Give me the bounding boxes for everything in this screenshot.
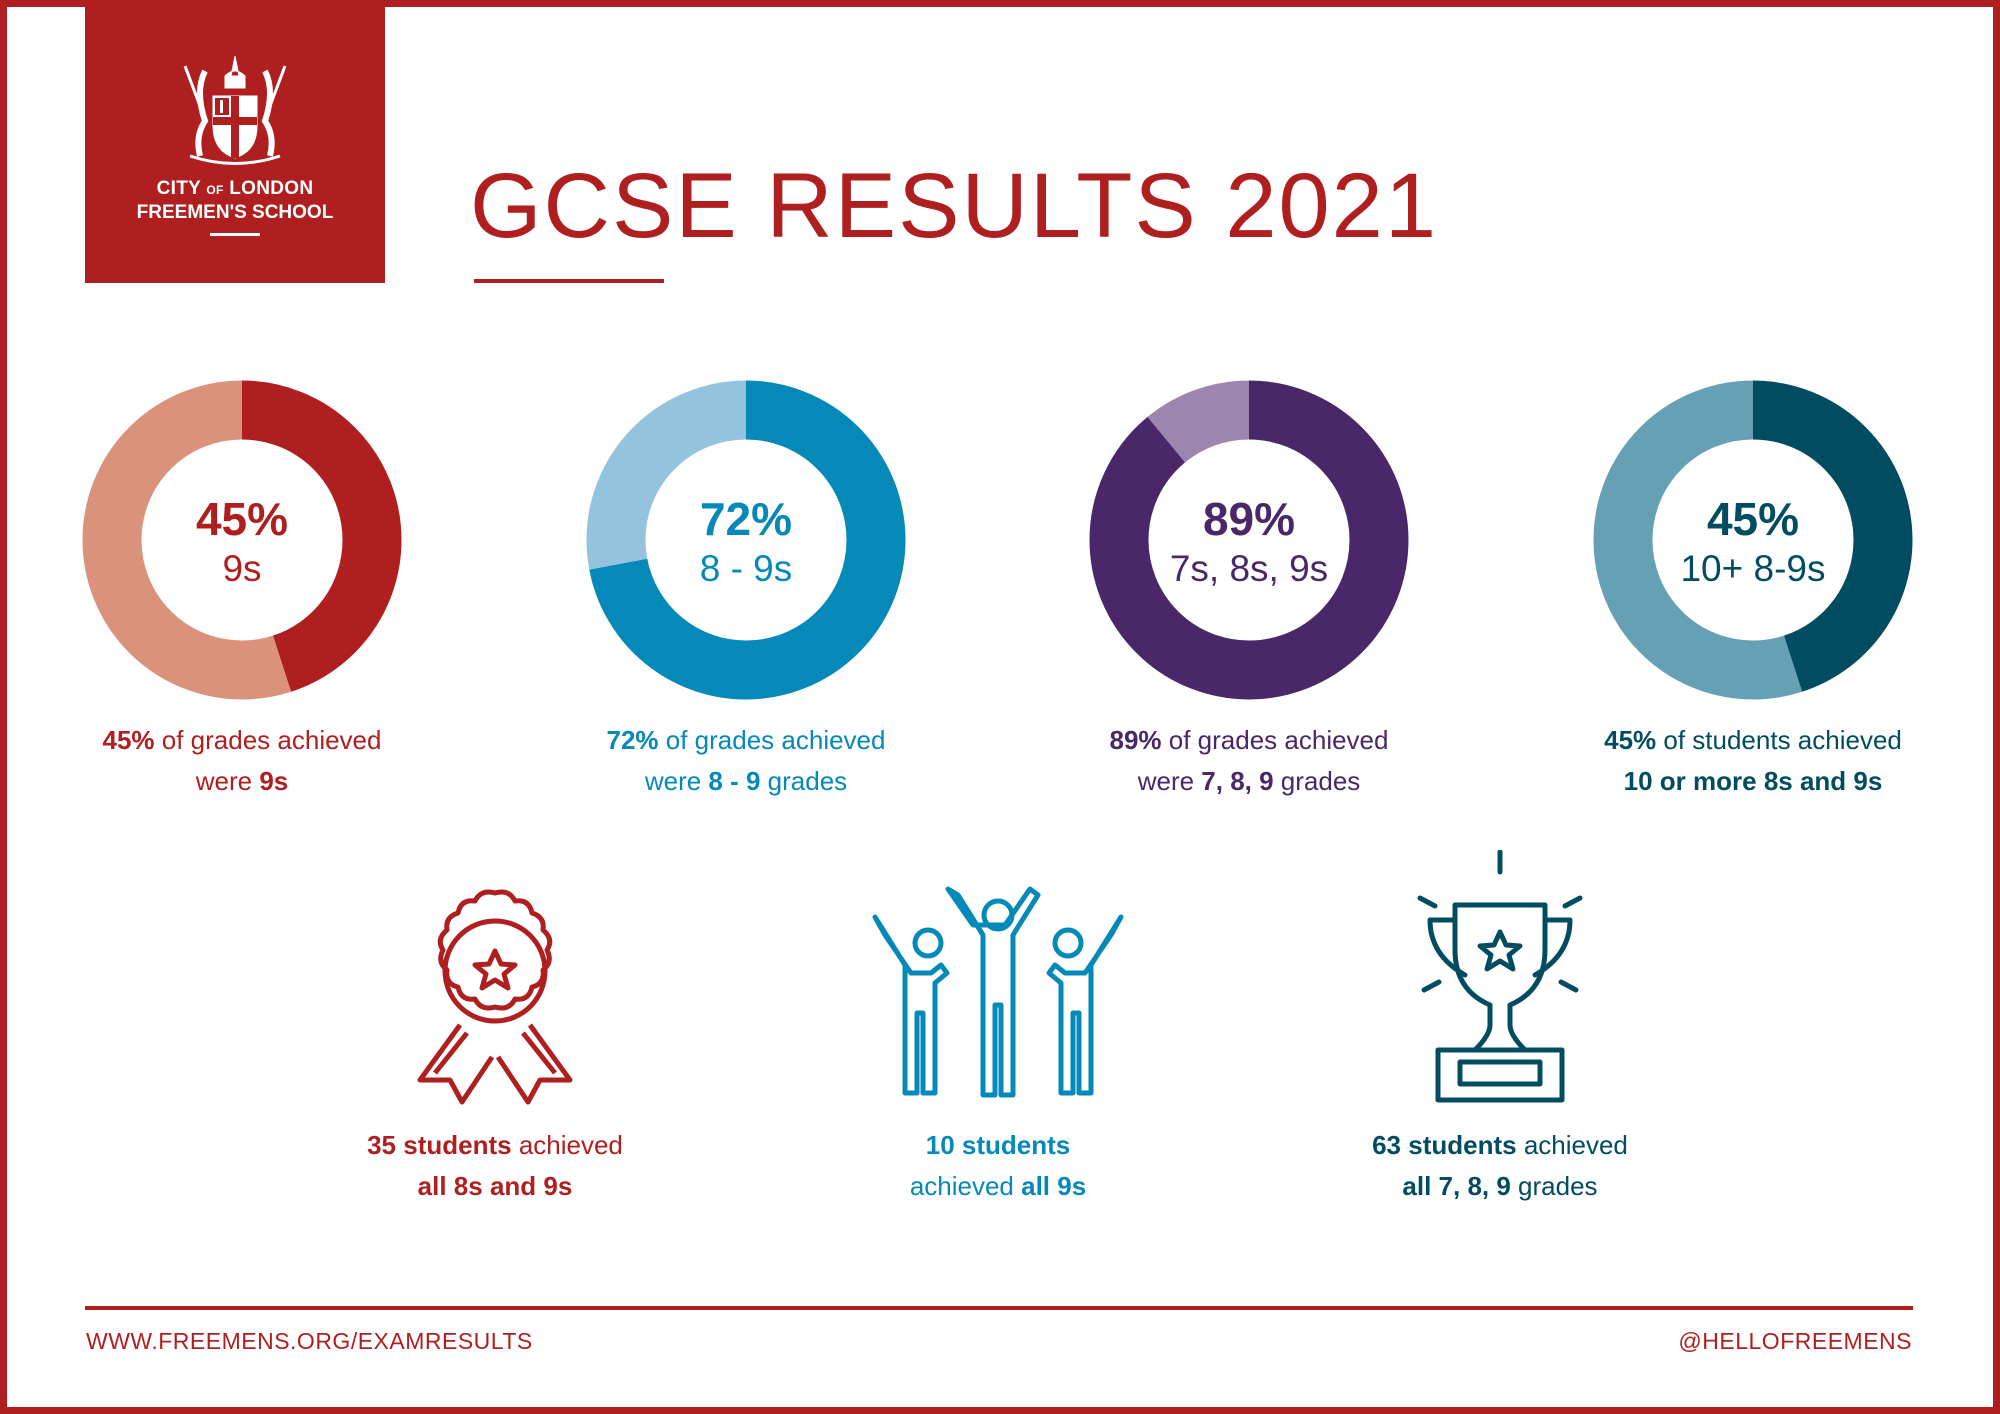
donut-svg [1089,380,1409,700]
donut-label: 8 - 9s [699,548,793,589]
donut-percent: 89% [1202,493,1296,545]
caption-text: achieved [909,1171,1022,1201]
donut-segment-remainder [586,380,906,700]
title-underline [474,279,664,283]
stat-caption-10-students: 10 students achieved all 9s [788,1125,1208,1207]
donut-percent: 45% [195,493,289,545]
trophy-icon [1417,850,1583,1103]
donut-percent: 45% [1706,493,1800,545]
caption-text: of grades achieved [658,725,886,755]
caption-text: of grades achieved [1161,725,1389,755]
caption-bold: 45% [1604,725,1657,755]
caption-bold: all 7, 8, 9 [1402,1171,1511,1201]
caption-text: grades [1510,1171,1598,1201]
caption-bold: all 8s and 9s [417,1171,573,1201]
school-logo: CITY OF LONDON FREEMEN'S SCHOOL [85,6,385,283]
caption-bold: 63 students [1372,1130,1517,1160]
logo-text-london: LONDON [229,178,314,199]
footer-social-handle[interactable]: @HELLOFREEMENS [1678,1328,1912,1354]
caption-bold: 45% [102,725,155,755]
caption-text: of grades achieved [154,725,382,755]
logo-underline [210,233,260,236]
donut-label: 10+ 8-9s [1680,548,1826,589]
caption-bold: 10 students [925,1130,1071,1160]
caption-bold: 10 or more 8s and 9s [1623,766,1883,796]
caption-bold: 7, 8, 9 [1201,766,1274,796]
page-title: GCSE RESULTS 2021 [470,155,1439,257]
donut-caption: 45% of grades achieved were 9s [32,720,452,802]
donut-svg [1593,380,1913,700]
caption-text: were [1137,766,1202,796]
donut-svg [586,380,906,700]
caption-bold: 9s [259,766,289,796]
caption-text: achieved [1516,1130,1628,1160]
caption-text: achieved [511,1130,623,1160]
logo-text-of: OF [206,183,224,197]
coat-of-arms-icon [183,55,287,165]
donut-segment-remainder [1593,380,1913,700]
logo-text-city: CITY [156,178,201,199]
donut-percent: 72% [699,493,793,545]
footer-url-link[interactable]: WWW.FREEMENS.ORG/EXAMRESULTS [86,1328,533,1354]
donut-caption: 89% of grades achieved were 7, 8, 9 grad… [1039,720,1459,802]
donut-segment-remainder [1089,380,1409,700]
donut-label: 9s [222,548,262,589]
footer-divider [85,1306,1913,1310]
people-cheering-icon [872,886,1124,1098]
caption-text: were [195,766,260,796]
rosette-icon [417,889,573,1105]
stat-caption-63-students: 63 students achieved all 7, 8, 9 grades [1290,1125,1710,1207]
donut-segment-remainder [82,380,402,700]
caption-bold: all 9s [1021,1171,1087,1201]
donut-chart-10-plus: 45% 10+ 8-9s [1593,380,1913,700]
donut-caption: 45% of students achieved 10 or more 8s a… [1543,720,1963,802]
donut-label: 7s, 8s, 9s [1169,548,1329,589]
caption-text: grades [1273,766,1361,796]
caption-bold: 72% [606,725,659,755]
donut-svg [82,380,402,700]
caption-bold: 89% [1109,725,1162,755]
caption-text: grades [760,766,848,796]
caption-text: were [644,766,709,796]
caption-bold: 35 students [367,1130,512,1160]
logo-text-school: FREEMEN'S SCHOOL [136,202,334,223]
caption-bold: 8 - 9 [708,766,761,796]
donut-chart-9s: 45% 9s [82,380,402,700]
stat-caption-35-students: 35 students achieved all 8s and 9s [285,1125,705,1207]
donut-chart-7-9s: 89% 7s, 8s, 9s [1089,380,1409,700]
donut-caption: 72% of grades achieved were 8 - 9 grades [536,720,956,802]
caption-text: of students achieved [1656,725,1902,755]
donut-chart-8-9s: 72% 8 - 9s [586,380,906,700]
